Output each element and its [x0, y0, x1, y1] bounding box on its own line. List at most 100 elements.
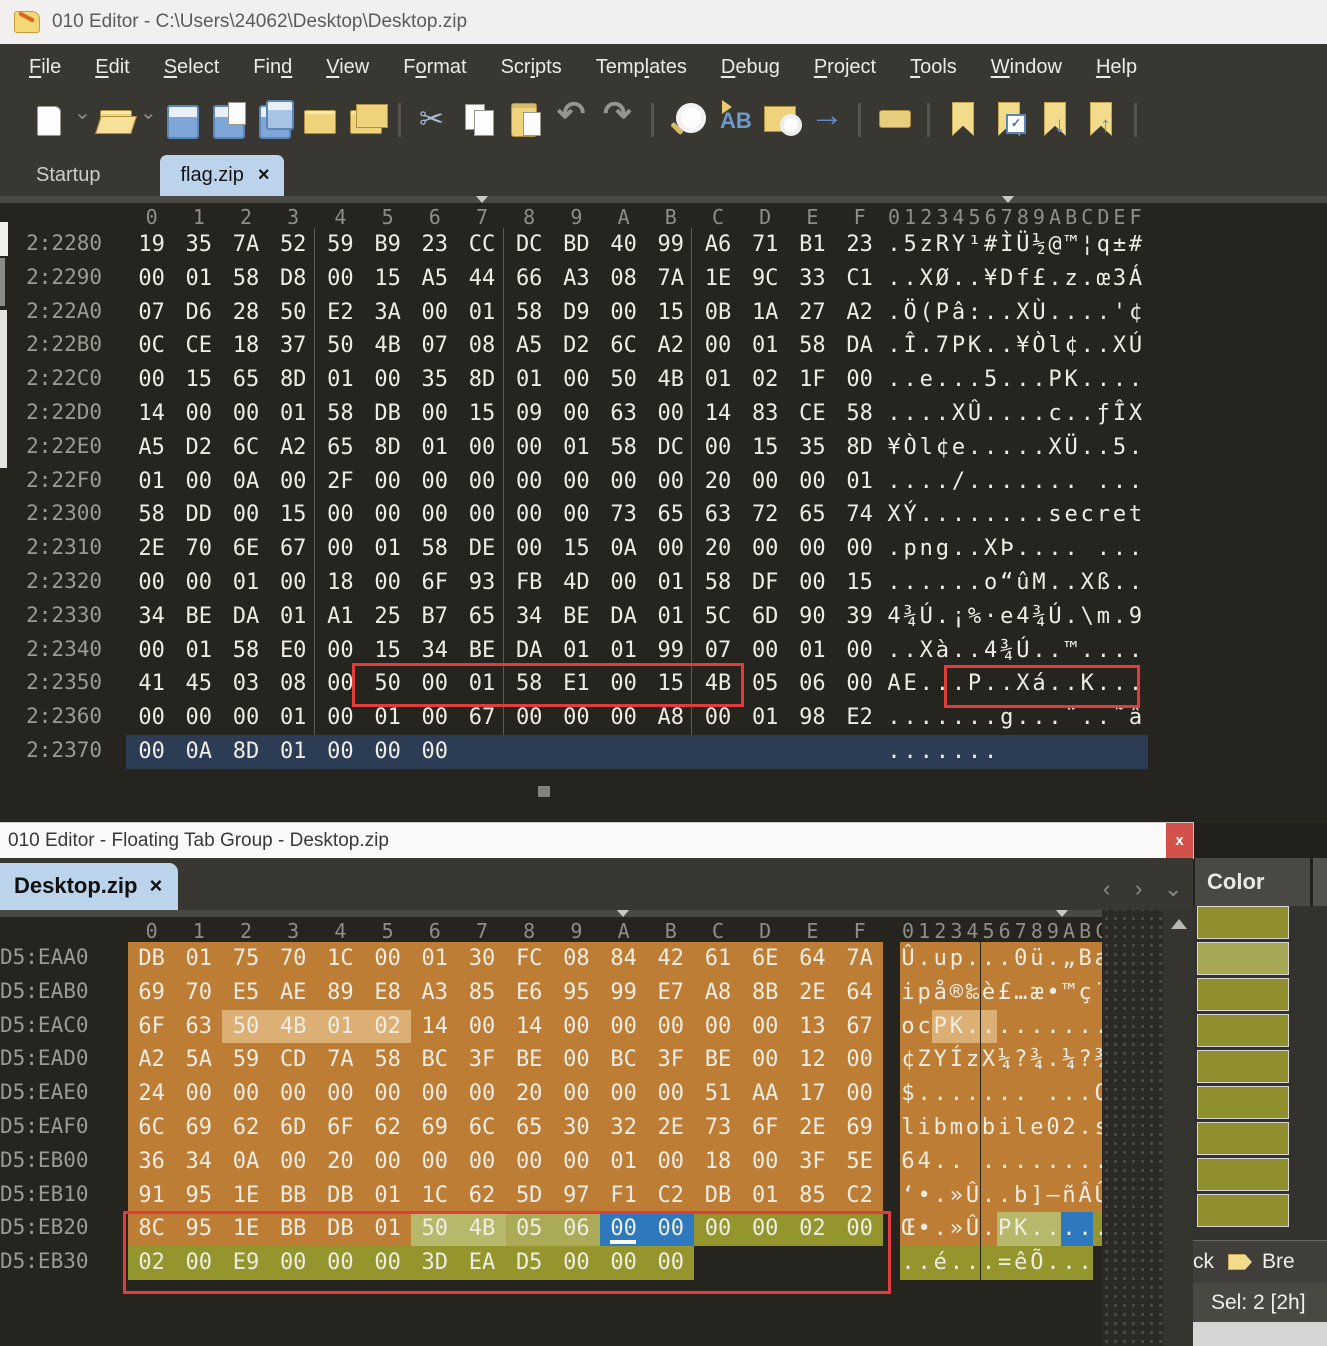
hex-byte[interactable]: 01	[185, 637, 213, 663]
template-color-swatch[interactable]	[1197, 906, 1289, 939]
hex-char[interactable]: .	[916, 942, 933, 976]
hex-char[interactable]: .	[919, 671, 933, 697]
hex-byte[interactable]: 65	[657, 502, 685, 528]
hex-char[interactable]: .	[1000, 434, 1014, 460]
hex-byte[interactable]: 00	[185, 401, 213, 426]
hex-char[interactable]: ¹	[967, 232, 982, 257]
hex-char[interactable]: E	[903, 671, 917, 697]
hex-byte[interactable]: 85	[788, 1178, 836, 1213]
hex-char[interactable]: .	[1016, 536, 1030, 562]
hex-char[interactable]: .	[984, 468, 998, 494]
hex-byte[interactable]: 00	[185, 570, 213, 595]
hex-byte[interactable]: 01	[279, 739, 307, 764]
hex-char[interactable]: i	[900, 975, 917, 1010]
hex-byte[interactable]: E7	[647, 975, 695, 1010]
hex-char[interactable]: ™	[1064, 232, 1078, 257]
hex-byte[interactable]: 65	[327, 434, 354, 460]
hex-char[interactable]: Y	[951, 232, 966, 257]
hex-char[interactable]: .	[1080, 265, 1094, 291]
hex-byte[interactable]: 00	[327, 637, 354, 663]
hex-byte[interactable]: 72	[751, 502, 779, 528]
hex-char[interactable]: :	[967, 299, 982, 325]
hex-char[interactable]: ±	[1112, 232, 1127, 257]
hex-byte[interactable]: 58	[364, 1043, 412, 1078]
hex-char[interactable]: .	[1128, 536, 1143, 562]
hex-char[interactable]: Ò	[1032, 333, 1046, 359]
hex-char[interactable]: .	[903, 705, 917, 731]
hex-char[interactable]: Õ	[1028, 1246, 1045, 1280]
hex-char[interactable]: •	[1044, 975, 1061, 1010]
hex-char[interactable]: .	[951, 367, 966, 393]
hex-byte[interactable]: 70	[185, 536, 213, 562]
hex-char[interactable]: 0	[1044, 1111, 1061, 1145]
hex-byte[interactable]: 95	[175, 1212, 223, 1247]
hex-byte[interactable]: 00	[836, 1212, 884, 1247]
hex-byte[interactable]: 01	[751, 705, 779, 731]
hex-char[interactable]: .	[919, 468, 933, 494]
hex-byte[interactable]: 62	[364, 1111, 412, 1145]
hex-byte[interactable]: 00	[515, 468, 543, 494]
hex-byte[interactable]: 58	[610, 434, 637, 460]
hex-char[interactable]: ¥	[984, 265, 998, 291]
hex-byte[interactable]: DC	[657, 434, 685, 460]
hex-char[interactable]: .	[984, 401, 998, 426]
hex-char[interactable]: .	[1048, 299, 1062, 325]
hex-char[interactable]: .	[903, 468, 917, 494]
hex-byte[interactable]: 2F	[327, 468, 354, 494]
hex-byte[interactable]: 90	[799, 603, 826, 629]
hex-char[interactable]: c	[1048, 401, 1062, 426]
hex-byte[interactable]: 00	[610, 468, 637, 494]
hex-char[interactable]: .	[1112, 367, 1127, 393]
bookmark-toggle-icon[interactable]	[986, 98, 1032, 142]
hex-byte[interactable]: DE	[468, 536, 496, 562]
hex-char[interactable]: .	[1016, 705, 1030, 731]
hex-char[interactable]: .	[1096, 434, 1110, 460]
hex-byte[interactable]: 00	[515, 536, 543, 562]
hex-byte[interactable]: 00	[374, 502, 401, 528]
new-file-icon[interactable]	[26, 98, 72, 142]
hex-byte[interactable]: 20	[505, 1077, 553, 1111]
hex-byte[interactable]: 00	[836, 1043, 884, 1078]
hex-byte[interactable]: 00	[364, 1077, 412, 1111]
hex-char[interactable]: ¦	[1080, 232, 1094, 257]
menu-item-help[interactable]: Help	[1095, 55, 1138, 78]
hex-byte[interactable]: 63	[704, 502, 732, 528]
hex-char[interactable]: ?	[1077, 1043, 1094, 1078]
hex-char[interactable]: .	[1112, 637, 1127, 663]
hex-char[interactable]: .	[1032, 434, 1046, 460]
hex-byte[interactable]: 5A	[175, 1043, 223, 1078]
hex-char[interactable]: .	[967, 739, 982, 764]
hex-byte[interactable]: 50	[374, 671, 401, 697]
hex-byte[interactable]: D8	[279, 265, 307, 291]
hex-char[interactable]: ç	[1077, 975, 1094, 1010]
hex-byte[interactable]: 00	[327, 502, 354, 528]
hex-char[interactable]: e	[919, 367, 933, 393]
hex-byte[interactable]: 4B	[657, 367, 685, 393]
hex-byte[interactable]: 0C	[138, 333, 165, 359]
hex-byte[interactable]: 00	[279, 570, 307, 595]
hex-char[interactable]: .	[887, 367, 901, 393]
hex-char[interactable]: X	[1016, 299, 1030, 325]
hex-char[interactable]: .	[1112, 468, 1127, 494]
hex-byte[interactable]: 14	[138, 401, 165, 426]
hex-byte[interactable]: 99	[600, 975, 648, 1010]
hex-char[interactable]: .	[1032, 401, 1046, 426]
hex-byte[interactable]: 00	[222, 1077, 270, 1111]
hex-byte[interactable]: 0B	[704, 299, 732, 325]
hex-byte[interactable]: 1E	[704, 265, 732, 291]
hex-char[interactable]: .	[951, 536, 966, 562]
hex-byte[interactable]: CE	[185, 333, 213, 359]
hex-char[interactable]: Â	[1077, 1178, 1094, 1213]
hex-byte[interactable]: 00	[374, 570, 401, 595]
hex-char[interactable]: ü	[1028, 942, 1045, 976]
hex-byte[interactable]: A3	[411, 975, 459, 1010]
hex-char[interactable]: .	[935, 502, 949, 528]
hex-char[interactable]: .	[1048, 637, 1062, 663]
hex-byte[interactable]: 4B	[374, 333, 401, 359]
hex-char[interactable]: .	[1128, 468, 1143, 494]
hex-byte[interactable]: 00	[647, 1009, 695, 1044]
hex-byte[interactable]: 35	[799, 434, 826, 460]
hex-byte[interactable]: 05	[751, 671, 779, 697]
hex-char[interactable]: .	[1016, 434, 1030, 460]
hex-byte[interactable]: 02	[788, 1212, 836, 1247]
